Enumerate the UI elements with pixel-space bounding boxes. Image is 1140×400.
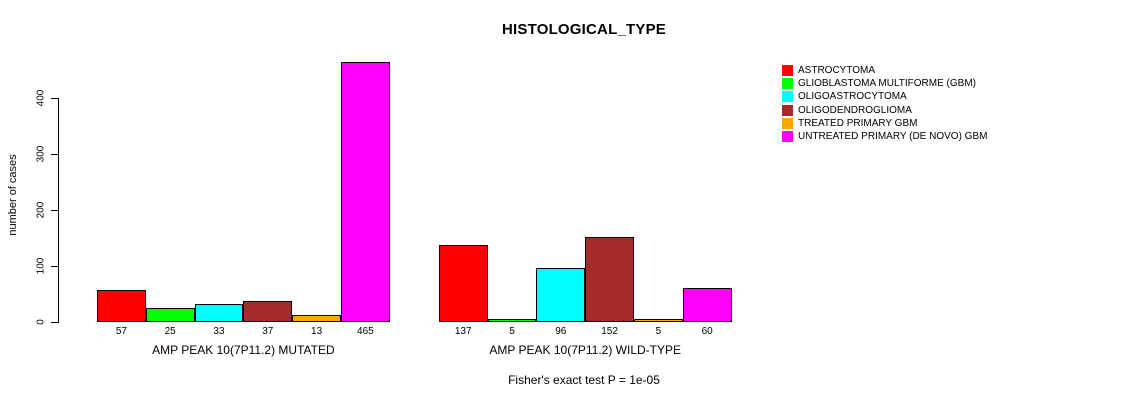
y-axis-tick-label: 200 [35,201,47,219]
bar-untreated-primary-de-novo-gbm-mutated [341,61,390,322]
x-group-label: AMP PEAK 10(7P11.2) WILD-TYPE [489,343,681,357]
y-axis-tick [51,97,58,99]
legend-swatch-icon [782,104,793,116]
y-axis-tick [51,209,58,211]
y-axis-line [58,98,59,323]
legend-label: GLIOBLASTOMA MULTIFORME (GBM) [798,78,976,90]
bar-glioblastoma-multiforme-gbm-wild-type [487,319,537,322]
bar-treated-primary-gbm-mutated [292,314,341,322]
legend-label: UNTREATED PRIMARY (DE NOVO) GBM [798,131,988,143]
legend-label: TREATED PRIMARY GBM [798,117,918,129]
y-axis-tick [51,265,58,267]
chart-title: HISTOLOGICAL_TYPE [502,21,666,38]
y-axis-tick [51,153,58,155]
bar-value-label: 13 [311,326,323,337]
bar-oligoastrocytoma-mutated [194,303,244,322]
bar-treated-primary-gbm-wild-type [634,319,683,322]
legend-label: OLIGODENDROGLIOMA [798,104,912,116]
legend-swatch-icon [782,117,793,129]
legend-item-oligoastrocytoma: OLIGOASTROCYTOMA [782,90,987,103]
y-axis-tick-label: 100 [35,257,47,275]
bar-value-label: 152 [601,326,618,337]
legend-item-oligodendroglioma: OLIGODENDROGLIOMA [782,104,987,117]
bar-glioblastoma-multiforme-gbm-mutated [145,308,195,322]
legend-swatch-icon [782,65,793,77]
bar-value-label: 33 [213,326,225,337]
y-axis-tick-label: 400 [35,89,47,107]
y-axis-tick-label: 0 [35,319,47,325]
legend: ASTROCYTOMA GLIOBLASTOMA MULTIFORME (GBM)… [782,64,987,143]
bar-value-label: 37 [262,326,274,337]
legend-item-glioblastoma-multiforme-gbm: GLIOBLASTOMA MULTIFORME (GBM) [782,77,987,90]
legend-swatch-icon [782,78,793,90]
bar-value-label: 57 [115,326,127,337]
legend-item-treated-primary-gbm: TREATED PRIMARY GBM [782,117,987,130]
bar-oligoastrocytoma-wild-type [536,268,586,322]
y-axis-label: number of cases [7,154,19,236]
legend-swatch-icon [782,91,793,103]
legend-label: OLIGOASTROCYTOMA [798,91,907,103]
x-group-label: AMP PEAK 10(7P11.2) MUTATED [152,343,335,357]
bar-value-label: 465 [357,326,374,337]
y-axis-tick [51,321,58,323]
bar-value-label: 96 [555,326,567,337]
bar-value-label: 25 [164,326,176,337]
bar-value-label: 5 [509,326,515,337]
legend-item-untreated-primary-de-novo-gbm: UNTREATED PRIMARY (DE NOVO) GBM [782,130,987,143]
bar-value-label: 60 [701,326,713,337]
y-axis-tick-label: 300 [35,145,47,163]
bar-astrocytoma-wild-type [438,245,488,322]
bar-value-label: 137 [454,326,472,337]
bar-untreated-primary-de-novo-gbm-wild-type [682,288,732,322]
bar-oligodendroglioma-wild-type [585,236,634,322]
bar-astrocytoma-mutated [97,290,146,322]
fisher-test-annotation: Fisher's exact test P = 1e-05 [508,373,660,387]
bar-value-label: 5 [655,326,662,337]
legend-swatch-icon [782,131,793,143]
legend-label: ASTROCYTOMA [798,65,876,77]
legend-item-astrocytoma: ASTROCYTOMA [782,64,987,77]
bar-oligodendroglioma-mutated [243,301,293,322]
